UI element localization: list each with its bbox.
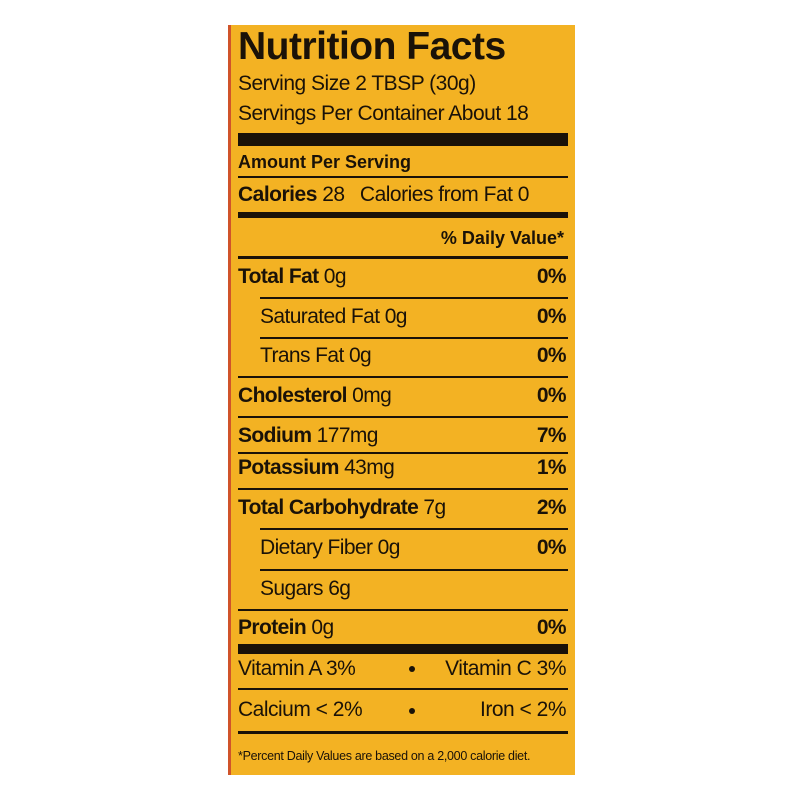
mineral: Calcium < 2% bbox=[238, 698, 363, 721]
nutrient-amount: 0g bbox=[384, 305, 408, 328]
footnote: *Percent Daily Values are based on a 2,0… bbox=[238, 749, 531, 763]
nutrient-row: Total Fat 0g 0% bbox=[238, 262, 568, 292]
nutrient-name: Trans Fat bbox=[260, 344, 344, 367]
nutrient-amount: 0g bbox=[311, 616, 334, 639]
divider bbox=[238, 176, 568, 178]
nutrient-row: Protein 0g 0% bbox=[238, 613, 568, 643]
nutrient-amount: 177mg bbox=[316, 424, 379, 447]
nutrient-name: Saturated Fat bbox=[260, 305, 380, 328]
nutrient-amount: 0g bbox=[377, 536, 401, 559]
calories-value: 28 bbox=[322, 183, 345, 206]
daily-value: 1% bbox=[536, 456, 567, 479]
divider bbox=[260, 336, 568, 339]
nutrient-amount: 0g bbox=[348, 344, 372, 367]
title: Nutrition Facts bbox=[238, 25, 506, 68]
servings-per-container: Servings Per Container About 18 bbox=[238, 102, 529, 125]
nutrient-name: Sodium bbox=[238, 424, 312, 447]
daily-value: 0% bbox=[536, 384, 567, 407]
daily-value: 0% bbox=[536, 344, 567, 367]
divider bbox=[260, 568, 568, 571]
daily-value: 7% bbox=[536, 424, 567, 447]
nutrient-amount: 0mg bbox=[352, 384, 392, 407]
vitamin: Vitamin C 3% bbox=[445, 657, 566, 680]
nutrient-name: Protein bbox=[238, 616, 307, 639]
divider bbox=[238, 256, 568, 259]
bullet bbox=[409, 708, 415, 714]
divider bbox=[238, 608, 568, 611]
nutrient-row: Potassium 43mg 1% bbox=[238, 453, 568, 483]
calories-row: Calories 28 Calories from Fat 0 bbox=[238, 183, 529, 207]
nutrient-row: Total Carbohydrate 7g 2% bbox=[238, 493, 568, 523]
amount-per-serving: Amount Per Serving bbox=[238, 152, 412, 172]
nutrient-row: Dietary Fiber 0g 0% bbox=[238, 533, 568, 563]
nutrient-amount: 43mg bbox=[344, 456, 395, 479]
nutrient-row: Saturated Fat 0g 0% bbox=[238, 302, 568, 332]
daily-value: 0% bbox=[536, 265, 567, 288]
calories-label: Calories bbox=[238, 183, 317, 206]
nutrient-name: Potassium bbox=[238, 456, 339, 479]
daily-value: 2% bbox=[536, 496, 567, 519]
nutrient-amount: 7g bbox=[423, 496, 446, 519]
serving-size: Serving Size 2 TBSP (30g) bbox=[238, 72, 476, 95]
vitamin: Vitamin A 3% bbox=[238, 657, 356, 680]
nutrient-amount: 0g bbox=[323, 265, 347, 288]
nutrient-name: Total Fat bbox=[238, 265, 319, 288]
divider bbox=[238, 488, 568, 490]
nutrient-name: Cholesterol bbox=[238, 384, 348, 407]
divider bbox=[238, 688, 568, 690]
bullet bbox=[409, 666, 415, 672]
divider bbox=[238, 212, 568, 218]
daily-value: 0% bbox=[536, 616, 567, 639]
daily-value: 0% bbox=[536, 305, 567, 328]
divider bbox=[238, 416, 568, 418]
nutrient-row: Cholesterol 0mg 0% bbox=[238, 381, 568, 411]
divider bbox=[238, 133, 568, 146]
divider bbox=[260, 528, 568, 530]
nutrition-label: Nutrition Facts Serving Size 2 TBSP (30g… bbox=[228, 25, 575, 775]
nutrient-name: Total Carbohydrate bbox=[238, 496, 419, 519]
divider bbox=[238, 731, 568, 734]
calories-from-fat: Calories from Fat 0 bbox=[359, 183, 530, 206]
divider bbox=[238, 376, 568, 378]
nutrient-row: Sodium 177mg 7% bbox=[238, 421, 568, 451]
nutrient-name: Dietary Fiber bbox=[260, 536, 373, 559]
mineral: Iron < 2% bbox=[480, 698, 566, 721]
daily-value-header: % Daily Value* bbox=[440, 228, 564, 248]
nutrient-amount: 6g bbox=[328, 577, 351, 600]
divider bbox=[260, 297, 568, 299]
daily-value: 0% bbox=[536, 536, 567, 559]
divider bbox=[238, 644, 568, 654]
nutrient-row: Trans Fat 0g 0% bbox=[238, 341, 568, 371]
divider bbox=[238, 452, 568, 454]
nutrient-row: Sugars 6g bbox=[238, 574, 568, 604]
nutrient-name: Sugars bbox=[260, 577, 324, 600]
